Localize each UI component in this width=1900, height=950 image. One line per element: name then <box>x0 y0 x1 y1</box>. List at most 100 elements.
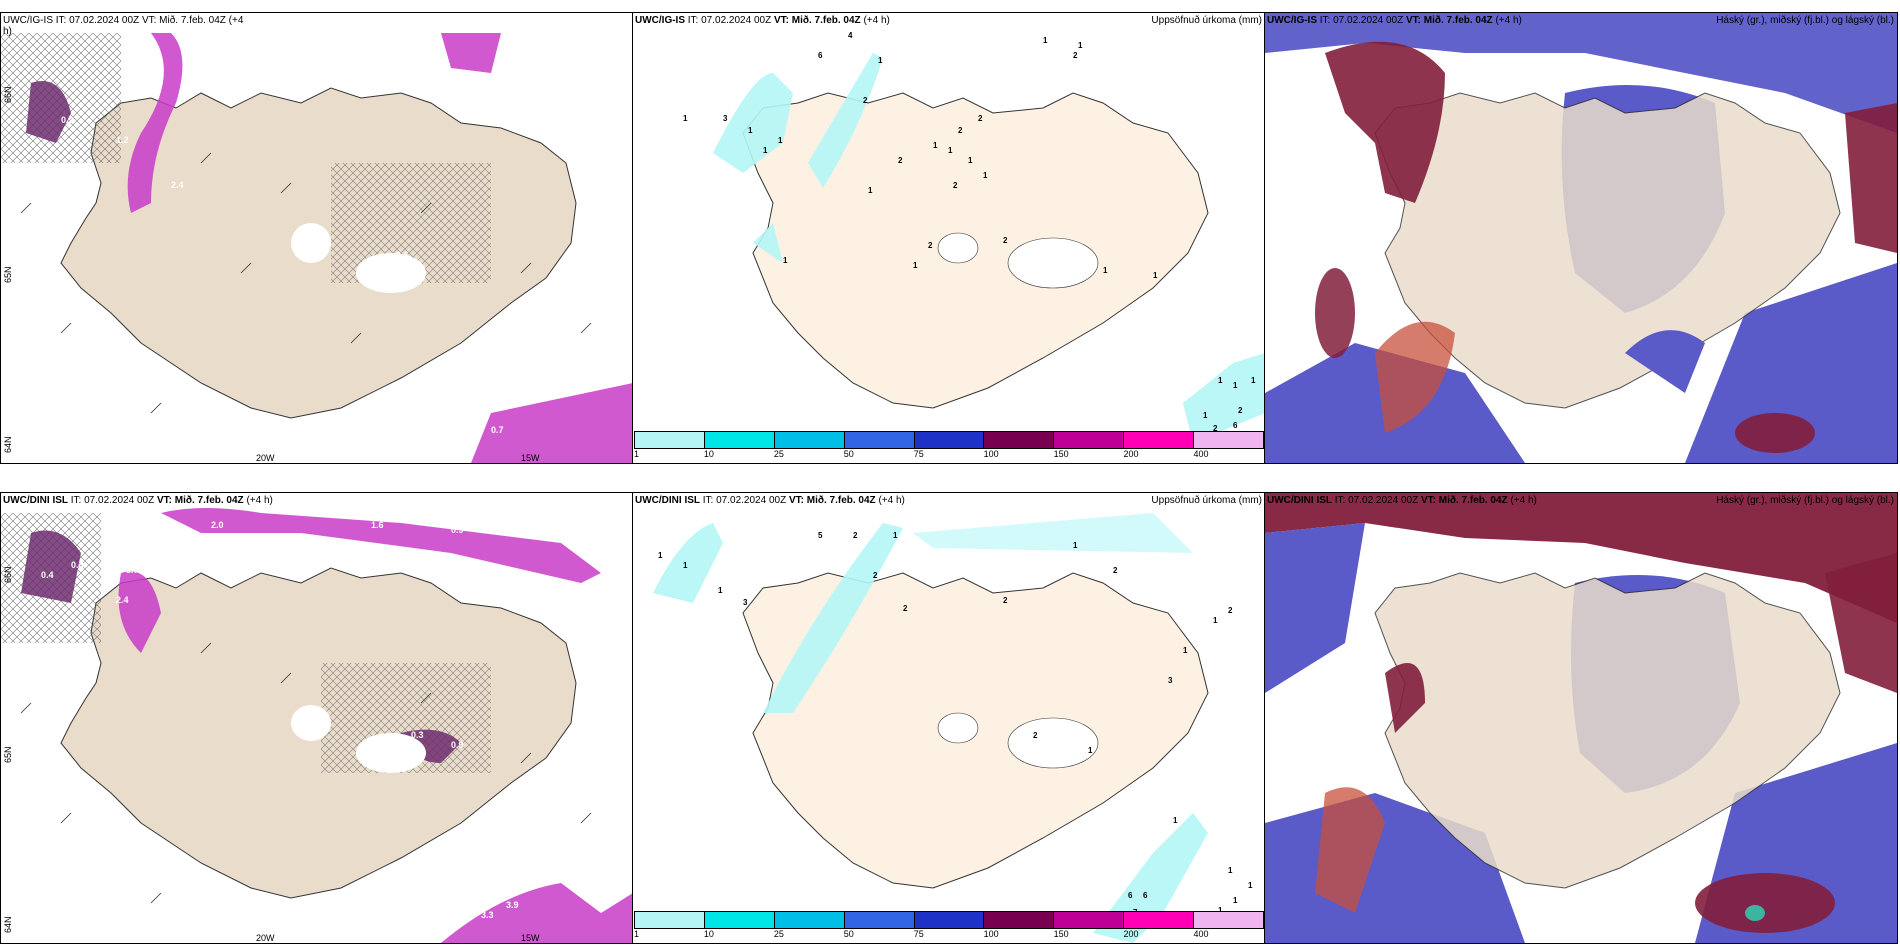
lat-label: 64N <box>3 436 13 453</box>
svg-text:2.4: 2.4 <box>171 180 184 190</box>
panel-precip-top: 1 4 3 1 2 6 1 1 2 1 1 2 1 1 2 2 2 2 1 1 … <box>632 12 1266 464</box>
lon-label: 20W <box>256 933 275 943</box>
svg-text:2: 2 <box>1213 424 1218 433</box>
panel-wind-snow-top: 5.2 1.3 0.7 0.6 1.2 2.4 4.2 0.2 UWC/IG-I… <box>0 12 634 464</box>
svg-text:0.3: 0.3 <box>411 730 424 740</box>
svg-text:1.2: 1.2 <box>116 135 129 145</box>
colorbar-ticks: 1 10 25 50 75 100 150 200 400 <box>634 449 1209 459</box>
svg-text:1: 1 <box>718 586 723 595</box>
svg-text:2: 2 <box>1003 236 1008 245</box>
svg-text:0.9: 0.9 <box>451 525 464 535</box>
svg-text:2: 2 <box>953 181 958 190</box>
svg-text:1: 1 <box>658 551 663 560</box>
svg-text:3: 3 <box>723 114 728 123</box>
svg-text:1: 1 <box>1103 266 1108 275</box>
wind-snow-map-top: 5.2 1.3 0.7 0.6 1.2 2.4 4.2 0.2 <box>1 13 633 463</box>
svg-text:1: 1 <box>1088 746 1093 755</box>
panel-header-obscured: UWC/IG-IS IT: 07.02.2024 00Z VT: Mið. 7.… <box>3 15 244 37</box>
svg-text:0.6: 0.6 <box>396 250 409 260</box>
svg-text:6: 6 <box>818 51 823 60</box>
svg-text:0.7: 0.7 <box>491 425 504 435</box>
svg-text:1: 1 <box>968 156 973 165</box>
svg-text:1: 1 <box>913 261 918 270</box>
panel-clouds-top: UWC/IG-IS IT: 07.02.2024 00Z VT: Mið. 7.… <box>1264 12 1898 464</box>
svg-text:2: 2 <box>1228 606 1233 615</box>
precip-map-top: 1 4 3 1 2 6 1 1 2 1 1 2 1 1 2 2 2 2 1 1 … <box>633 13 1265 463</box>
svg-text:6: 6 <box>1128 891 1133 900</box>
svg-text:2: 2 <box>1113 566 1118 575</box>
lat-label: 66N <box>3 566 13 583</box>
svg-text:2: 2 <box>873 571 878 580</box>
svg-text:1: 1 <box>1183 646 1188 655</box>
svg-text:2: 2 <box>1033 731 1038 740</box>
colorbar-ticks: 1 10 25 50 75 100 150 200 400 <box>634 929 1209 939</box>
svg-text:1: 1 <box>1078 41 1083 50</box>
svg-text:1: 1 <box>1228 866 1233 875</box>
svg-text:0.2: 0.2 <box>61 115 74 125</box>
svg-text:1: 1 <box>683 561 688 570</box>
precip-title: Uppsöfnuð úrkoma (mm) <box>1151 495 1262 506</box>
panel-clouds-bottom: UWC/DINI ISL IT: 07.02.2024 00Z VT: Mið.… <box>1264 492 1898 944</box>
svg-text:2: 2 <box>1003 596 1008 605</box>
svg-text:0.4: 0.4 <box>41 570 54 580</box>
svg-text:4.2: 4.2 <box>131 85 144 95</box>
svg-text:1.6: 1.6 <box>371 520 384 530</box>
precip-colorbar <box>634 911 1264 929</box>
svg-text:1: 1 <box>1153 271 1158 280</box>
clouds-map-bottom <box>1265 493 1897 943</box>
svg-text:3.3: 3.3 <box>481 910 494 920</box>
svg-text:1: 1 <box>748 126 753 135</box>
svg-text:1: 1 <box>763 146 768 155</box>
svg-text:1: 1 <box>1073 541 1078 550</box>
lon-label: 15W <box>521 933 540 943</box>
svg-text:2: 2 <box>863 96 868 105</box>
lat-label: 66N <box>3 86 13 103</box>
cloud-title: Háský (gr.), miðský (fj.bl.) og lágský (… <box>1716 495 1894 506</box>
svg-text:0.9: 0.9 <box>451 740 464 750</box>
svg-text:1.3: 1.3 <box>471 425 484 435</box>
svg-text:2: 2 <box>1238 406 1243 415</box>
lon-label: 20W <box>256 453 275 463</box>
svg-text:2.4: 2.4 <box>116 595 129 605</box>
lon-label: 15W <box>521 453 540 463</box>
panel-header: UWC/DINI ISL IT: 07.02.2024 00Z VT: Mið.… <box>1267 495 1537 506</box>
svg-text:1.2: 1.2 <box>481 525 494 535</box>
svg-text:1: 1 <box>1233 381 1238 390</box>
clouds-map-top <box>1265 13 1897 463</box>
svg-text:5: 5 <box>818 531 823 540</box>
lat-label: 65N <box>3 746 13 763</box>
svg-text:6: 6 <box>1233 421 1238 430</box>
panel-wind-snow-bottom: 2.0 0.4 0.3 3.7 2.4 1.6 0.9 1.2 3.3 3.9 … <box>0 492 634 944</box>
svg-text:1: 1 <box>778 136 783 145</box>
svg-text:1: 1 <box>1218 906 1223 915</box>
svg-text:2: 2 <box>928 241 933 250</box>
svg-text:1: 1 <box>933 141 938 150</box>
wind-snow-map-bottom: 2.0 0.4 0.3 3.7 2.4 1.6 0.9 1.2 3.3 3.9 … <box>1 493 633 943</box>
panel-header: UWC/IG-IS IT: 07.02.2024 00Z VT: Mið. 7.… <box>1267 15 1522 26</box>
precip-title: Uppsöfnuð úrkoma (mm) <box>1151 15 1262 26</box>
svg-text:1: 1 <box>878 56 883 65</box>
svg-text:2: 2 <box>853 531 858 540</box>
svg-text:5.2: 5.2 <box>201 45 214 55</box>
svg-text:0.3: 0.3 <box>71 560 84 570</box>
svg-text:2: 2 <box>1073 51 1078 60</box>
svg-text:1: 1 <box>893 531 898 540</box>
svg-text:6: 6 <box>1143 891 1148 900</box>
precip-map-bottom: 1 5 2 1 1 1 3 2 2 2 1 2 2 1 1 3 2 1 1 6 … <box>633 493 1265 943</box>
svg-text:1: 1 <box>1213 616 1218 625</box>
panel-precip-bottom: 1 5 2 1 1 1 3 2 2 2 1 2 2 1 1 3 2 1 1 6 … <box>632 492 1266 944</box>
svg-text:1: 1 <box>948 146 953 155</box>
iceland-landmass <box>1374 572 1841 889</box>
svg-text:1: 1 <box>1043 36 1048 45</box>
svg-text:2: 2 <box>903 604 908 613</box>
svg-text:1: 1 <box>1173 816 1178 825</box>
svg-text:1: 1 <box>1203 411 1208 420</box>
svg-text:4: 4 <box>848 31 853 40</box>
svg-text:1: 1 <box>783 256 788 265</box>
panel-header: UWC/DINI ISL IT: 07.02.2024 00Z VT: Mið.… <box>635 495 905 506</box>
precip-colorbar <box>634 431 1264 449</box>
panel-header: UWC/DINI ISL IT: 07.02.2024 00Z VT: Mið.… <box>3 495 273 506</box>
svg-text:1: 1 <box>1233 896 1238 905</box>
svg-text:1: 1 <box>1251 376 1256 385</box>
panel-header: UWC/IG-IS IT: 07.02.2024 00Z VT: Mið. 7.… <box>635 15 890 26</box>
